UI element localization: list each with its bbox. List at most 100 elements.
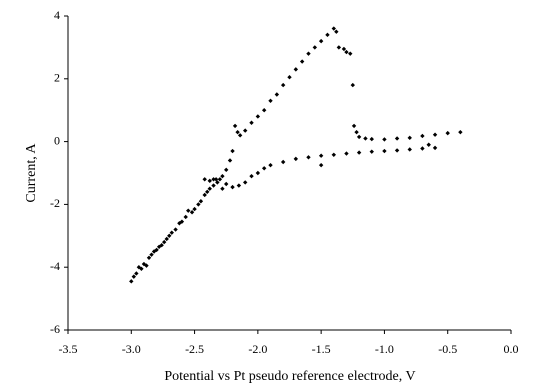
data-point bbox=[407, 135, 412, 141]
data-point bbox=[232, 123, 238, 129]
data-point bbox=[407, 147, 412, 152]
data-point bbox=[189, 210, 195, 215]
data-point bbox=[334, 29, 339, 34]
data-point bbox=[173, 227, 178, 232]
data-point bbox=[179, 219, 185, 224]
data-point bbox=[236, 183, 242, 188]
data-point bbox=[420, 133, 425, 139]
data-point bbox=[382, 137, 387, 142]
y-tick-label: -2 bbox=[50, 196, 60, 210]
data-point bbox=[306, 155, 311, 160]
data-point bbox=[268, 162, 273, 168]
data-point bbox=[356, 150, 362, 155]
data-point bbox=[167, 233, 172, 238]
data-point bbox=[420, 146, 425, 151]
data-point bbox=[274, 92, 280, 97]
data-point bbox=[306, 51, 311, 56]
data-point bbox=[351, 123, 357, 129]
data-point bbox=[169, 230, 174, 235]
data-point bbox=[382, 148, 387, 154]
data-point bbox=[202, 192, 207, 198]
data-point bbox=[356, 134, 362, 140]
data-point bbox=[325, 32, 330, 38]
data-point bbox=[394, 148, 400, 153]
y-tick-label: 4 bbox=[54, 8, 60, 22]
x-tick-label: -3.0 bbox=[122, 342, 141, 356]
y-tick-label: 0 bbox=[54, 133, 60, 147]
data-point bbox=[230, 184, 235, 190]
data-point bbox=[139, 266, 144, 271]
data-point bbox=[249, 173, 254, 179]
data-point bbox=[255, 114, 261, 119]
data-point bbox=[134, 271, 139, 276]
data-point bbox=[350, 82, 355, 88]
data-point bbox=[129, 279, 134, 284]
data-point bbox=[161, 239, 167, 245]
data-point bbox=[318, 153, 324, 158]
data-point bbox=[149, 252, 154, 257]
data-point bbox=[220, 186, 225, 191]
data-point bbox=[198, 199, 204, 204]
data-point bbox=[213, 177, 219, 182]
x-tick-label: 0.0 bbox=[504, 342, 519, 356]
data-point bbox=[186, 208, 191, 213]
data-point bbox=[369, 149, 374, 154]
data-point bbox=[299, 59, 305, 64]
data-point bbox=[331, 152, 336, 157]
data-point bbox=[312, 45, 318, 50]
data-point bbox=[432, 132, 438, 137]
data-point bbox=[192, 206, 197, 212]
data-point bbox=[344, 49, 349, 55]
data-point bbox=[318, 38, 324, 44]
data-point bbox=[293, 156, 299, 162]
data-point bbox=[280, 82, 286, 88]
data-point bbox=[220, 173, 225, 179]
data-point bbox=[230, 148, 235, 154]
data-point bbox=[432, 145, 438, 151]
data-point bbox=[144, 263, 149, 268]
data-point bbox=[164, 236, 169, 242]
data-point bbox=[211, 177, 216, 182]
data-point bbox=[336, 45, 342, 50]
data-point bbox=[196, 202, 201, 207]
y-axis-title: Current, A bbox=[24, 143, 39, 203]
data-point bbox=[224, 167, 229, 173]
data-point bbox=[205, 189, 210, 195]
data-point bbox=[146, 255, 152, 260]
data-point bbox=[261, 108, 267, 113]
x-tick-label: -1.0 bbox=[375, 342, 394, 356]
data-point bbox=[183, 214, 188, 220]
data-point bbox=[243, 180, 248, 185]
data-point bbox=[331, 26, 336, 31]
data-point bbox=[159, 243, 164, 248]
data-point bbox=[318, 162, 324, 168]
data-point bbox=[202, 177, 207, 182]
data-point bbox=[227, 158, 233, 163]
data-point bbox=[224, 181, 229, 187]
data-point bbox=[293, 67, 299, 72]
x-axis-title: Potential vs Pt pseudo reference electro… bbox=[164, 369, 415, 384]
data-point bbox=[243, 128, 248, 133]
data-point bbox=[348, 51, 353, 56]
y-tick-label: 2 bbox=[54, 71, 60, 85]
x-tick-label: -3.5 bbox=[59, 342, 78, 356]
data-point bbox=[217, 177, 223, 182]
data-point bbox=[131, 274, 137, 279]
data-point bbox=[363, 136, 368, 141]
data-point bbox=[237, 133, 243, 138]
data-point bbox=[207, 186, 212, 191]
data-point bbox=[426, 142, 431, 147]
data-point bbox=[280, 159, 286, 165]
data-point bbox=[207, 178, 212, 184]
data-point bbox=[215, 180, 220, 185]
data-point bbox=[151, 249, 157, 254]
y-tick-label: -6 bbox=[50, 322, 60, 336]
data-point bbox=[235, 129, 240, 135]
x-tick-label: -2.5 bbox=[185, 342, 204, 356]
data-point bbox=[354, 129, 359, 135]
data-point bbox=[154, 247, 159, 253]
data-point bbox=[369, 136, 374, 142]
data-point bbox=[458, 129, 463, 135]
data-point bbox=[268, 98, 273, 103]
data-point bbox=[445, 130, 450, 136]
